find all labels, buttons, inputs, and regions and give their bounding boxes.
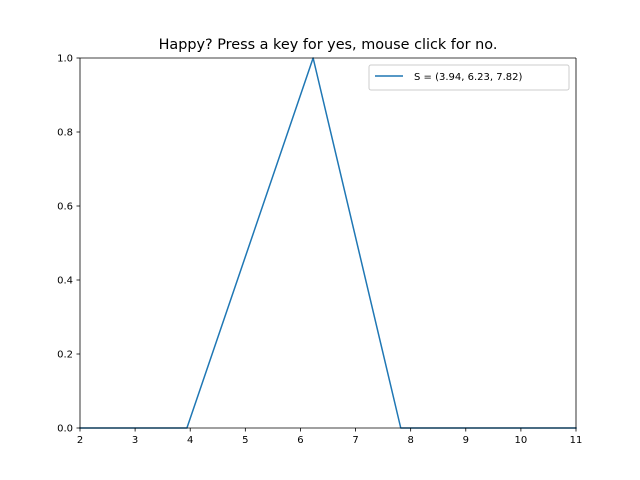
x-tick-label: 5 (242, 435, 248, 446)
y-tick-label: 0.0 (57, 424, 73, 435)
legend-entry-label: S = (3.94, 6.23, 7.82) (414, 72, 522, 83)
x-axis: 2 3 4 5 6 7 8 9 10 11 (77, 428, 583, 446)
x-tick-label: 2 (77, 435, 83, 446)
x-tick-label: 11 (570, 435, 583, 446)
y-tick-label: 0.4 (57, 276, 73, 287)
x-tick-label: 7 (352, 435, 358, 446)
chart-title: Happy? Press a key for yes, mouse click … (159, 37, 498, 53)
x-tick-label: 4 (187, 435, 193, 446)
y-tick-label: 0.8 (57, 128, 73, 139)
y-tick-label: 0.6 (57, 202, 73, 213)
axes-background (80, 58, 576, 428)
legend: S = (3.94, 6.23, 7.82) (368, 64, 570, 91)
legend-box (368, 64, 570, 91)
x-tick-label: 3 (132, 435, 138, 446)
x-tick-label: 9 (463, 435, 469, 446)
y-tick-label: 1.0 (57, 54, 73, 65)
y-tick-label: 0.2 (57, 350, 73, 361)
y-axis: 0.0 0.2 0.4 0.6 0.8 1.0 (57, 54, 80, 435)
x-tick-label: 6 (297, 435, 303, 446)
x-tick-label: 8 (407, 435, 413, 446)
x-tick-label: 10 (515, 435, 528, 446)
plot-area (79, 57, 577, 429)
